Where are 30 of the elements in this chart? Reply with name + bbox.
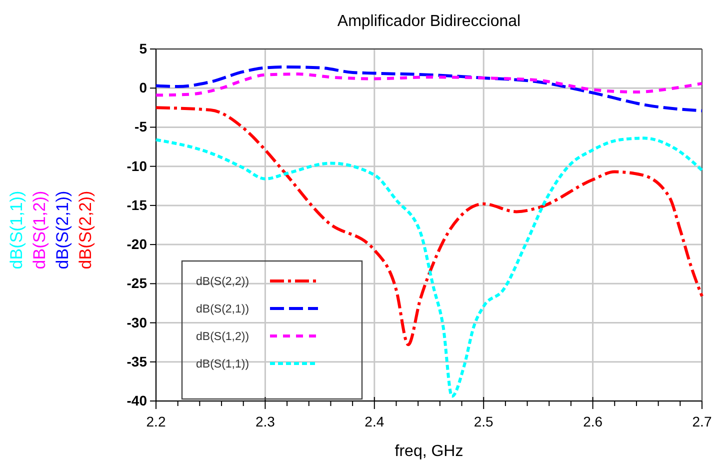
line-series <box>154 136 704 398</box>
text: dB(S(1,1)) <box>7 190 26 270</box>
y-tick-label: -35 <box>126 353 148 370</box>
legend-label: dB(S(1,1)) <box>196 358 250 370</box>
text: dB(S(1,2)) <box>30 190 49 270</box>
y-tick-label: -10 <box>126 158 148 174</box>
line-series <box>154 72 704 97</box>
x-tick-label: 2.6 <box>583 413 603 430</box>
x-tick-label: 2.3 <box>255 413 276 430</box>
y-tick-label: -25 <box>126 275 148 292</box>
x-tick-label: 2.5 <box>474 413 494 430</box>
y-tick-label: 5 <box>139 40 148 56</box>
chart-title: Amplificador Bidireccional <box>337 13 521 30</box>
legend-label: dB(S(2,1)) <box>196 304 250 316</box>
x-tick-label: 2.4 <box>364 413 384 430</box>
y-tick-label: 0 <box>139 80 148 96</box>
x-tick-label: 2.2 <box>146 413 166 430</box>
line-series <box>154 106 704 346</box>
y-tick-label: -20 <box>126 236 148 252</box>
text: dB(S(2,1)) <box>53 190 72 270</box>
text: dB(S(2,2)) <box>76 190 95 270</box>
y-tick-label: -15 <box>126 196 148 213</box>
x-tick-label: 2.7 <box>692 413 712 430</box>
y-tick-label: -5 <box>134 118 148 135</box>
x-axis-title: freq, GHz <box>394 443 464 460</box>
legend-label: dB(S(2,2)) <box>196 276 250 288</box>
legend-label: dB(S(1,2)) <box>196 331 250 343</box>
y-tick-label: -40 <box>126 392 148 408</box>
line-series <box>154 65 704 112</box>
y-tick-label: -30 <box>126 314 148 330</box>
